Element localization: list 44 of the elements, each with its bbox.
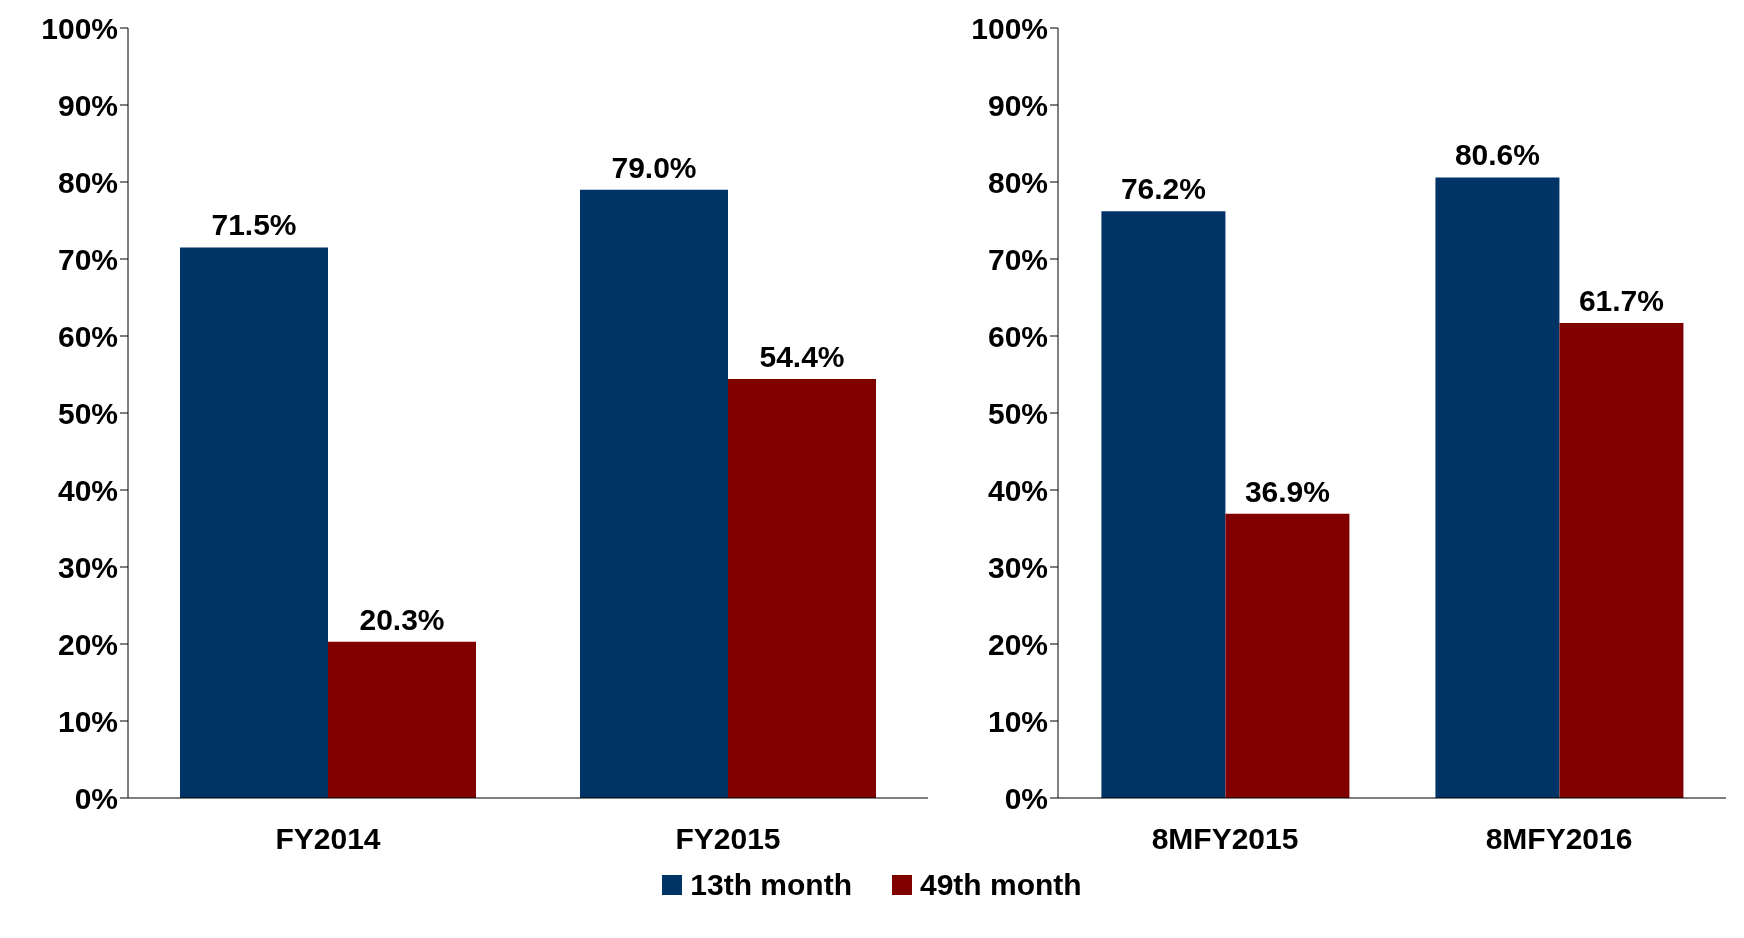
y-tick-label: 30% [57, 550, 118, 584]
y-tick-label: 70% [987, 242, 1048, 276]
bar [580, 189, 728, 798]
y-tick-label: 90% [987, 88, 1048, 122]
data-label: 79.0% [611, 150, 697, 184]
x-tick-label: 8MFY2016 [1485, 822, 1633, 856]
y-tick-label: 60% [987, 319, 1048, 353]
legend-label: 49th month [920, 868, 1082, 902]
bar [1559, 322, 1684, 798]
data-label: 80.6% [1454, 138, 1540, 172]
bar [1225, 513, 1350, 798]
legend-label: 13th month [690, 868, 852, 902]
bar [180, 247, 328, 798]
y-tick-label: 0% [74, 781, 118, 815]
bar [728, 379, 876, 798]
data-label: 61.7% [1578, 283, 1664, 317]
y-tick-label: 80% [57, 165, 118, 199]
data-label: 54.4% [759, 340, 845, 374]
x-tick-label: FY2015 [675, 822, 781, 856]
bar [1101, 211, 1226, 798]
data-label: 36.9% [1244, 474, 1330, 508]
bar [328, 641, 476, 798]
y-tick-label: 10% [987, 704, 1048, 738]
y-tick-label: 80% [987, 165, 1048, 199]
bar [1435, 177, 1560, 798]
y-tick-label: 40% [57, 473, 118, 507]
y-tick-label: 50% [987, 396, 1048, 430]
y-tick-label: 30% [987, 550, 1048, 584]
data-label: 76.2% [1120, 172, 1206, 206]
y-tick-label: 50% [57, 396, 118, 430]
y-tick-label: 100% [971, 11, 1048, 45]
y-tick-label: 20% [57, 627, 118, 661]
y-tick-label: 0% [1004, 781, 1048, 815]
y-tick-label: 90% [57, 88, 118, 122]
y-tick-label: 40% [987, 473, 1048, 507]
data-label: 20.3% [359, 602, 445, 636]
y-tick-label: 70% [57, 242, 118, 276]
data-label: 71.5% [211, 208, 297, 242]
y-tick-label: 10% [57, 704, 118, 738]
y-tick-label: 20% [987, 627, 1048, 661]
y-tick-label: 60% [57, 319, 118, 353]
x-tick-label: FY2014 [275, 822, 381, 856]
x-tick-label: 8MFY2015 [1151, 822, 1299, 856]
y-tick-label: 100% [41, 11, 118, 45]
